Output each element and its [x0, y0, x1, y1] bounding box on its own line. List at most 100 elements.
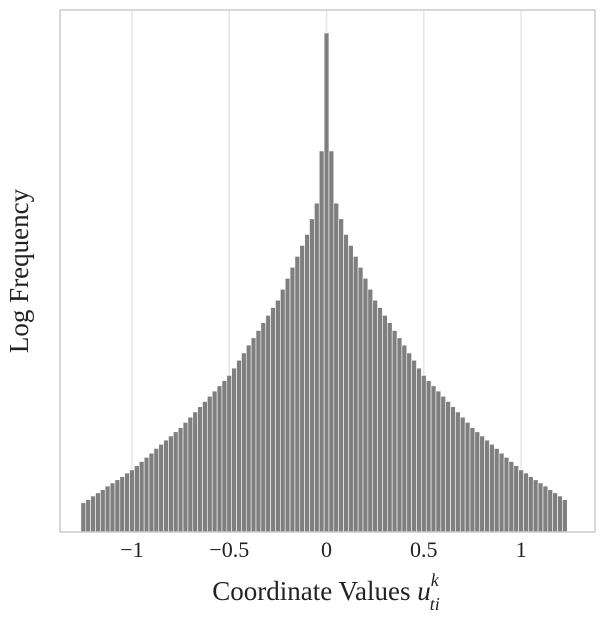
- bar: [265, 315, 271, 533]
- bar: [255, 330, 262, 533]
- bar: [182, 422, 189, 533]
- bar: [114, 479, 121, 533]
- bar: [401, 344, 408, 533]
- bar: [430, 385, 437, 533]
- bar: [411, 359, 417, 533]
- x-axis-label: Coordinate Values uk ti: [212, 570, 439, 614]
- bar: [508, 461, 515, 533]
- bar: [187, 416, 194, 533]
- bar: [270, 307, 276, 533]
- bar: [328, 150, 335, 533]
- bar: [352, 256, 359, 533]
- bar: [455, 411, 461, 533]
- bar: [377, 307, 383, 533]
- bar: [168, 435, 174, 533]
- bar: [85, 499, 91, 533]
- bar: [80, 502, 87, 533]
- bar: [387, 322, 393, 533]
- bar: [236, 359, 242, 533]
- bar: [498, 452, 505, 533]
- bar: [382, 315, 388, 533]
- x-axis-superscript: k: [431, 570, 440, 590]
- bar: [489, 444, 495, 533]
- bar: [523, 472, 529, 533]
- bar: [421, 375, 427, 533]
- bar: [148, 452, 155, 533]
- bar: [367, 288, 374, 533]
- bar: [532, 479, 539, 533]
- bar: [294, 256, 301, 533]
- bar: [231, 367, 237, 533]
- bar: [314, 202, 320, 533]
- bar: [100, 489, 106, 533]
- bar: [104, 485, 111, 533]
- bar: [309, 218, 315, 533]
- x-tick-label: 0: [321, 537, 332, 562]
- bar: [250, 337, 257, 533]
- bar: [202, 401, 208, 533]
- bar: [479, 435, 485, 533]
- bar: [357, 267, 364, 533]
- bar: [245, 344, 252, 533]
- bar: [197, 406, 203, 533]
- bar: [464, 422, 471, 533]
- bar: [425, 380, 432, 533]
- bar: [348, 245, 354, 533]
- bar: [299, 245, 305, 533]
- bar: [119, 476, 125, 533]
- bar: [304, 234, 310, 533]
- bar: [528, 476, 534, 533]
- bar: [469, 427, 476, 533]
- bar: [153, 448, 160, 533]
- y-axis-label: Log Frequency: [4, 188, 34, 353]
- bar: [241, 352, 247, 533]
- bar: [177, 427, 184, 533]
- bar: [391, 330, 398, 533]
- x-axis-label-text: Coordinate Values: [212, 576, 410, 606]
- x-tick-label: 1: [516, 537, 527, 562]
- bar: [338, 218, 344, 533]
- bar: [450, 406, 456, 533]
- bar: [552, 492, 558, 533]
- bar: [109, 482, 116, 533]
- bar: [275, 299, 281, 533]
- bar: [362, 278, 369, 533]
- bar: [518, 469, 524, 533]
- x-tick-label: 0.5: [410, 537, 438, 562]
- bar: [173, 431, 179, 533]
- bar: [513, 465, 519, 533]
- bar: [440, 395, 446, 533]
- bar: [557, 495, 563, 533]
- bar: [280, 288, 286, 533]
- bar: [372, 299, 378, 533]
- bar: [542, 485, 549, 533]
- bar: [333, 202, 339, 533]
- bar: [129, 469, 135, 533]
- bar: [260, 322, 267, 533]
- bar: [459, 416, 466, 533]
- plot-frame: [59, 9, 596, 533]
- bar: [284, 278, 291, 533]
- bar: [221, 380, 228, 533]
- bar: [484, 439, 490, 533]
- bar: [396, 337, 403, 533]
- bar: [289, 267, 296, 533]
- bar: [207, 395, 213, 533]
- x-tick-label: −1: [120, 537, 143, 562]
- x-axis-subscript: ti: [430, 594, 440, 614]
- bar: [537, 482, 544, 533]
- bar: [406, 352, 412, 533]
- bar: [562, 499, 568, 533]
- bar: [474, 431, 481, 533]
- bar: [343, 234, 349, 533]
- bar: [435, 390, 442, 533]
- bar: [226, 375, 232, 533]
- bar: [163, 439, 169, 533]
- bar: [211, 390, 218, 533]
- bar: [318, 150, 325, 533]
- bar: [494, 448, 500, 533]
- bar: [192, 411, 198, 533]
- bar: [158, 444, 164, 533]
